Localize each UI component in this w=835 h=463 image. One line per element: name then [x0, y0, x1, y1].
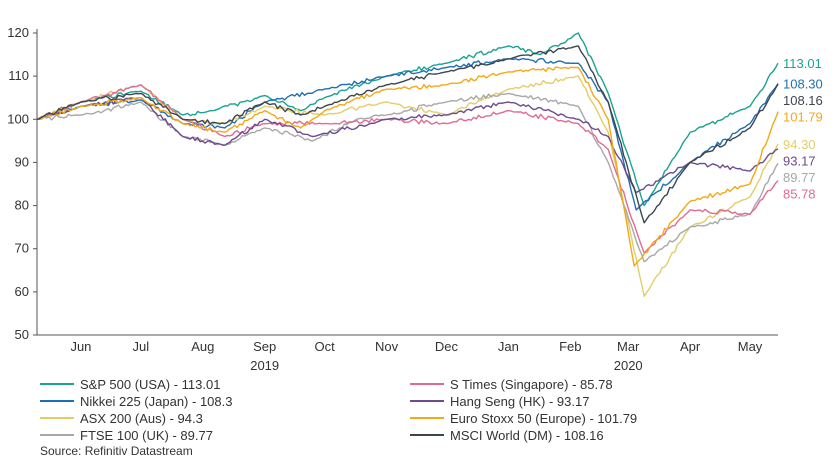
- legend-label: ASX 200 (Aus) - 94.3: [80, 410, 203, 426]
- x-tick-label: Aug: [191, 339, 214, 354]
- y-tick-label: 100: [7, 111, 29, 126]
- legend-swatch: [40, 417, 74, 419]
- legend-item: MSCI World (DM) - 108.16: [410, 426, 604, 444]
- series-end-label: 108.30: [783, 76, 823, 91]
- legend-swatch: [410, 434, 444, 436]
- legend-item: S&P 500 (USA) - 113.01: [40, 375, 220, 393]
- x-tick-label: Jan: [498, 339, 519, 354]
- x-tick-label: Nov: [375, 339, 399, 354]
- series-line: [36, 66, 779, 267]
- legend-swatch: [40, 383, 74, 385]
- legend-label: Hang Seng (HK) - 93.17: [450, 393, 590, 409]
- series-end-label: 108.16: [783, 93, 823, 108]
- series-end-label: 85.78: [783, 186, 816, 201]
- series-line: [37, 92, 779, 263]
- legend-label: S&P 500 (USA) - 113.01: [80, 376, 221, 392]
- legend-item: Nikkei 225 (Japan) - 108.3: [40, 392, 232, 410]
- y-tick-label: 110: [8, 68, 29, 83]
- year-label: 2020: [614, 358, 643, 373]
- series-line: [36, 97, 779, 194]
- legend-label: MSCI World (DM) - 108.16: [450, 427, 604, 443]
- series-line: [36, 84, 779, 254]
- year-label: 2019: [250, 358, 279, 373]
- x-tick-label: Feb: [559, 339, 581, 354]
- y-tick-label: 50: [15, 327, 29, 342]
- legend-label: Euro Stoxx 50 (Europe) - 101.79: [450, 410, 638, 426]
- y-tick-label: 70: [15, 241, 29, 256]
- x-tick-label: Oct: [314, 339, 335, 354]
- source-note: Source: Refinitiv Datastream: [40, 444, 193, 458]
- series-line: [36, 57, 779, 211]
- y-tick-label: 120: [7, 25, 29, 40]
- legend-label: S Times (Singapore) - 85.78: [450, 376, 613, 392]
- series-end-label: 101.79: [783, 109, 823, 124]
- legend-item: Euro Stoxx 50 (Europe) - 101.79: [410, 409, 637, 427]
- x-tick-label: Jun: [70, 339, 91, 354]
- x-tick-label: Jul: [133, 339, 150, 354]
- x-tick-label: Sep: [253, 339, 276, 354]
- x-tick-label: Mar: [617, 339, 640, 354]
- series-lines: [36, 32, 779, 297]
- x-tick-label: Dec: [435, 339, 459, 354]
- legend-item: ASX 200 (Aus) - 94.3: [40, 409, 203, 427]
- y-tick-label: 60: [15, 284, 29, 299]
- legend-swatch: [410, 383, 444, 385]
- legend-swatch: [410, 417, 444, 419]
- y-axis-ticks: 50 60 70 80 90 100 110 120: [7, 25, 37, 342]
- legend-item: S Times (Singapore) - 85.78: [410, 375, 613, 393]
- series-end-label: 94.30: [783, 137, 816, 152]
- x-tick-label: May: [738, 339, 763, 354]
- legend-label: FTSE 100 (UK) - 89.77: [80, 427, 213, 443]
- y-tick-label: 80: [15, 198, 29, 213]
- legend-item: FTSE 100 (UK) - 89.77: [40, 426, 213, 444]
- series-end-label: 113.01: [783, 56, 822, 71]
- series-end-label: 89.77: [783, 170, 816, 185]
- legend-swatch: [40, 434, 74, 436]
- legend-item: Hang Seng (HK) - 93.17: [410, 392, 589, 410]
- series-end-label: 93.17: [783, 153, 816, 168]
- legend-swatch: [40, 400, 74, 402]
- x-axis-ticks: Jun Jul Aug Sep Oct Nov Dec Jan Feb Mar Apr May 2019…: [70, 339, 762, 373]
- series-line: [36, 45, 779, 224]
- legend-label: Nikkei 225 (Japan) - 108.3: [80, 393, 233, 409]
- legend-swatch: [410, 400, 444, 402]
- x-tick-label: Apr: [680, 339, 701, 354]
- y-tick-label: 90: [15, 154, 29, 169]
